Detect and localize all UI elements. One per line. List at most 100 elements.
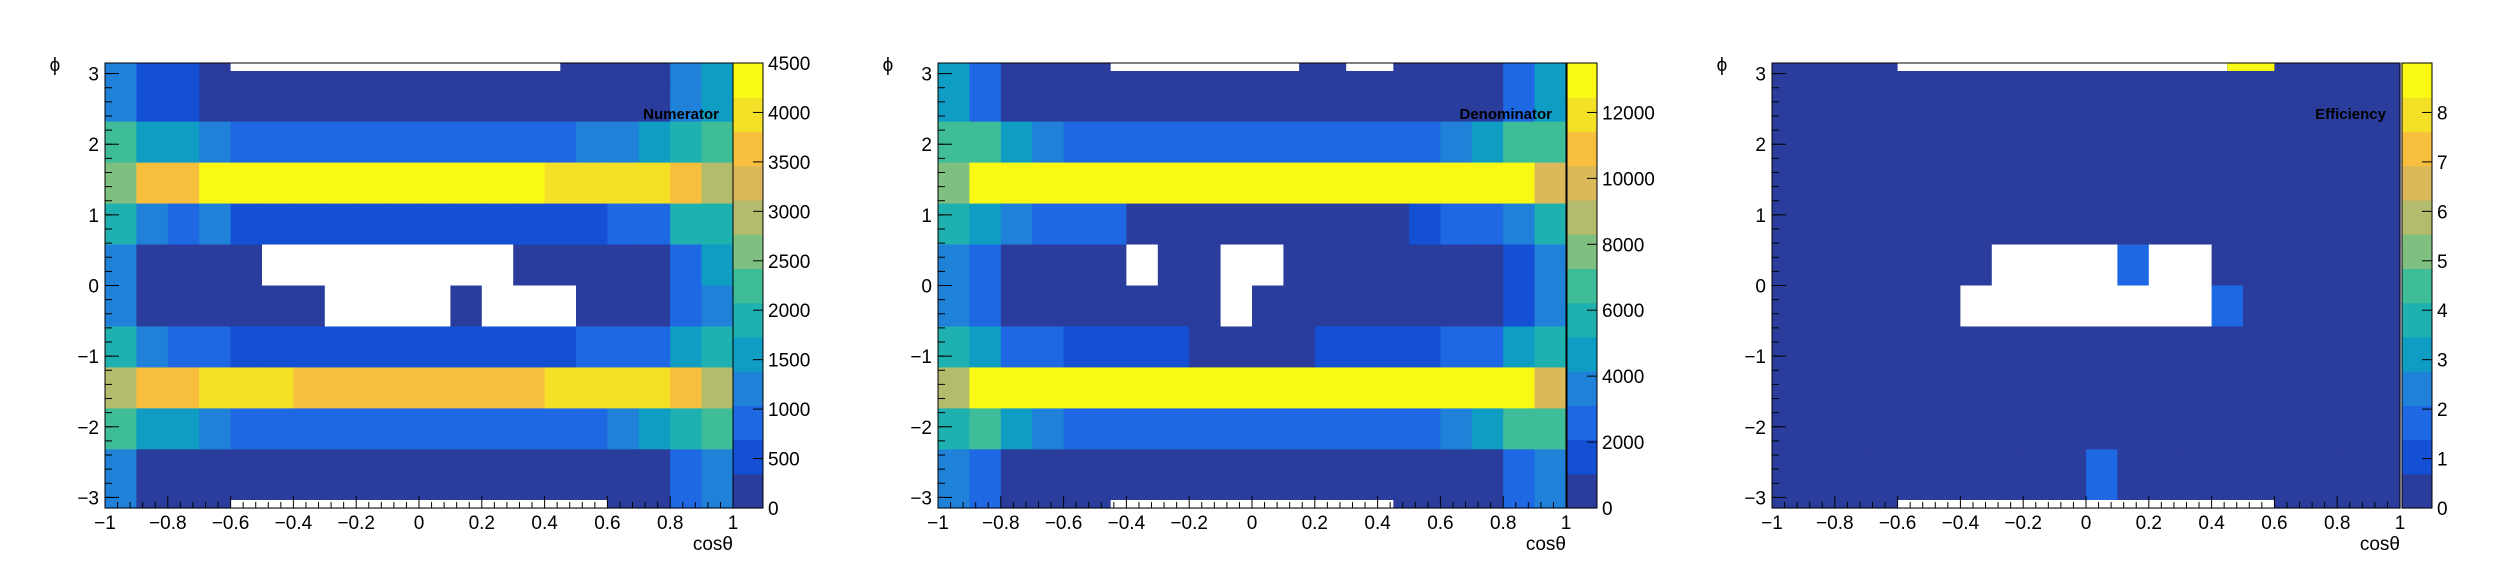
- color-bar-segment: [733, 199, 763, 235]
- heatmap-cell: [670, 367, 703, 410]
- heatmap-cell: [1220, 367, 1253, 410]
- x-tick-label: 0.4: [531, 513, 558, 534]
- heatmap-cell: [1897, 244, 1930, 287]
- color-bar-segment: [733, 165, 763, 201]
- heatmap-cell: [670, 203, 703, 246]
- heatmap-cell: [1991, 408, 2024, 450]
- heatmap-cell: [167, 285, 200, 328]
- heatmap-cell: [481, 80, 514, 123]
- color-bar-tick-label: 1000: [768, 400, 810, 421]
- heatmap-cell: [1000, 203, 1033, 246]
- heatmap-cell: [2337, 490, 2370, 509]
- heatmap-cell: [324, 449, 357, 491]
- heatmap-cell: [419, 203, 451, 246]
- heatmap-cell: [2054, 80, 2087, 123]
- y-tick-label: 1: [88, 206, 99, 227]
- heatmap-cell: [2117, 449, 2150, 491]
- heatmap-cell: [1991, 285, 2024, 328]
- color-bar-segment: [1567, 405, 1597, 441]
- heatmap-cell: [701, 490, 734, 509]
- heatmap-cell: [607, 285, 640, 328]
- heatmap-cell: [1095, 162, 1127, 205]
- heatmap-cell: [2305, 408, 2338, 450]
- color-bar-segment: [1567, 371, 1597, 406]
- heatmap-cell: [1157, 326, 1190, 369]
- panel-efficiency: −1 −0.8 −0.6 −0.4 −0.2 0 0.2 0.4 0.6 0.8 1cosθ−3−2…: [1717, 55, 2448, 555]
- heatmap-cell: [1503, 162, 1536, 205]
- heatmap-cell: [1409, 490, 1441, 509]
- heatmap-cell: [1503, 408, 1536, 450]
- heatmap-cell: [701, 203, 734, 246]
- color-bar-segment: [2402, 268, 2432, 304]
- heatmap-cell: [2368, 121, 2401, 164]
- heatmap-cell: [1314, 367, 1347, 410]
- heatmap-cell: [1032, 449, 1065, 491]
- heatmap-cell: [2211, 162, 2244, 205]
- heatmap-cells: [1772, 63, 2401, 509]
- heatmap-cell: [1471, 244, 1504, 287]
- heatmap-cell: [2054, 203, 2087, 246]
- heatmap-cell: [481, 121, 514, 164]
- y-tick-label: 1: [1755, 206, 1766, 227]
- heatmap-cell: [969, 162, 1002, 205]
- empty-bin-run: [1110, 63, 1300, 71]
- heatmap-cell: [638, 244, 671, 287]
- x-tick-label: −0.8: [982, 513, 1020, 534]
- heatmap-cell: [938, 408, 970, 450]
- heatmap-cell: [1000, 121, 1033, 164]
- heatmap-cell: [1929, 449, 1961, 491]
- heatmap-cell: [324, 80, 357, 123]
- heatmap-cell: [2227, 63, 2275, 71]
- color-bar-segment: [2402, 439, 2432, 475]
- heatmap-cell: [544, 203, 577, 246]
- heatmap-cell: [167, 367, 200, 410]
- heatmap-cell: [701, 162, 734, 205]
- color-bar-segment: [1567, 473, 1597, 509]
- y-tick-label: 1: [921, 206, 932, 227]
- heatmap-cell: [481, 203, 514, 246]
- heatmap-cell: [2274, 490, 2307, 509]
- heatmap-cell: [1960, 203, 1993, 246]
- color-bar-segment: [1567, 165, 1597, 201]
- heatmap-cell: [136, 408, 169, 450]
- heatmap-cell: [2243, 244, 2275, 287]
- heatmap-cell: [387, 285, 420, 328]
- color-bar-tick-label: 0: [768, 499, 779, 520]
- color-bar-tick-label: 4500: [768, 54, 810, 75]
- color-bar-segment: [1567, 199, 1597, 235]
- heatmap-cell: [2023, 367, 2056, 410]
- color-bar-segment: [1567, 336, 1597, 372]
- heatmap-cell: [1157, 367, 1190, 410]
- y-tick-label: −2: [1744, 418, 1766, 439]
- heatmap-cell: [1803, 285, 1836, 328]
- heatmap-cell: [1471, 162, 1504, 205]
- heatmap-cell: [199, 408, 232, 450]
- heatmap-cell: [356, 285, 389, 328]
- heatmap-cell: [1377, 203, 1410, 246]
- heatmap-cell: [1834, 367, 1867, 410]
- heatmap-cell: [167, 408, 200, 450]
- color-bar-tick-label: 12000: [1602, 103, 1655, 124]
- x-tick-label: 0.2: [2136, 513, 2162, 534]
- heatmap-cell: [544, 367, 577, 410]
- heatmap-cell: [1409, 162, 1441, 205]
- heatmap-cell: [1897, 80, 1930, 123]
- heatmap-cell: [2148, 367, 2181, 410]
- heatmap-cell: [607, 367, 640, 410]
- heatmap-cell: [136, 80, 169, 123]
- heatmap-cell: [1503, 285, 1536, 328]
- heatmap-cell: [2243, 121, 2275, 164]
- heatmap-cell: [1220, 80, 1253, 123]
- heatmap-cell: [969, 408, 1002, 450]
- color-bar-tick-label: 6000: [1602, 301, 1644, 322]
- heatmap-cell: [293, 162, 326, 205]
- x-tick-label: 0.8: [1490, 513, 1516, 534]
- heatmap-cell: [167, 490, 200, 509]
- heatmap-cell: [1440, 162, 1473, 205]
- y-tick-label: 2: [921, 135, 932, 156]
- heatmap-cell: [1440, 63, 1473, 82]
- heatmap-cell: [450, 121, 483, 164]
- x-tick-label: 0.4: [2198, 513, 2225, 534]
- color-bar-tick-label: 0: [1602, 499, 1613, 520]
- heatmap-cell: [2023, 244, 2056, 287]
